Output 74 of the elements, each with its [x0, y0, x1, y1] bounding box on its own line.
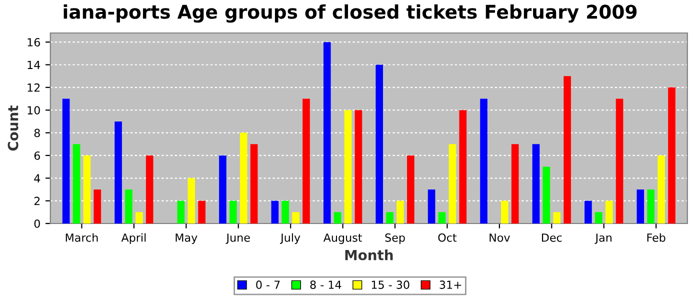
- bar: [605, 200, 613, 224]
- bar: [647, 189, 655, 224]
- bar: [125, 189, 132, 224]
- bar: [668, 87, 676, 224]
- bar: [532, 144, 540, 224]
- bar: [177, 200, 185, 224]
- bar: [282, 200, 290, 224]
- x-tick-label: March: [66, 233, 98, 242]
- bar: [146, 155, 154, 224]
- bar: [501, 200, 508, 224]
- y-tick-label: 8: [34, 128, 40, 138]
- x-axis-title: Month: [345, 250, 393, 260]
- x-tick-label: Dec: [542, 234, 562, 242]
- x-tick-label: Nov: [490, 234, 510, 242]
- bar: [302, 98, 310, 224]
- y-axis-title: Count: [8, 105, 18, 151]
- bar: [564, 76, 571, 224]
- x-tick-label: April: [121, 233, 146, 244]
- bar: [658, 155, 665, 224]
- bar: [407, 155, 414, 224]
- bar: [542, 166, 550, 224]
- bar: [459, 110, 467, 224]
- bar: [344, 110, 352, 224]
- bar: [62, 98, 70, 224]
- bar: [354, 110, 362, 224]
- x-tick-label: Jan: [594, 234, 612, 244]
- bar: [438, 212, 446, 224]
- bar: [594, 212, 602, 224]
- x-tick-label: July: [280, 233, 300, 244]
- bar: [636, 189, 644, 224]
- y-tick-label: 4: [34, 174, 40, 182]
- x-tick-label: June: [226, 234, 250, 244]
- bar: [511, 144, 519, 224]
- legend-label: 31+: [440, 280, 462, 289]
- bar: [94, 189, 102, 224]
- x-tick-label: August: [323, 234, 362, 244]
- x-tick-label: Oct: [438, 233, 457, 242]
- bar: [376, 64, 383, 224]
- y-tick-label: 0: [34, 219, 40, 228]
- bar: [584, 200, 592, 224]
- y-tick-label: 12: [28, 83, 40, 92]
- bar: [386, 212, 394, 224]
- bar: [83, 155, 91, 224]
- bar: [480, 98, 488, 224]
- y-tick-label: 14: [28, 60, 40, 69]
- bar: [323, 42, 331, 224]
- bar: [72, 144, 80, 224]
- bar: [271, 200, 279, 224]
- x-tick-label: Feb: [647, 233, 666, 242]
- bar: [198, 200, 206, 224]
- bar: [229, 200, 237, 224]
- bar: [553, 212, 561, 224]
- legend-label: 8 - 14: [310, 280, 342, 289]
- x-tick-label: Sep: [385, 233, 405, 244]
- bar: [114, 121, 122, 224]
- bar: [448, 144, 456, 224]
- chart-title: iana-ports Age groups of closed tickets February 2009: [64, 4, 637, 23]
- y-tick-label: 6: [34, 151, 40, 160]
- y-tick-label: 10: [28, 106, 40, 114]
- bar: [219, 155, 226, 224]
- bar: [250, 144, 258, 224]
- bar: [334, 212, 342, 224]
- legend-label: 0 - 7: [256, 280, 280, 289]
- y-tick-label: 16: [28, 38, 40, 46]
- bar: [616, 98, 624, 224]
- bar: [396, 200, 404, 224]
- bar: [428, 189, 436, 224]
- legend-label: 15 - 30: [372, 280, 410, 289]
- y-tick-label: 2: [34, 196, 40, 206]
- bar: [240, 132, 248, 224]
- bar: [188, 178, 196, 224]
- x-tick-label: May: [176, 234, 198, 244]
- bar: [136, 212, 143, 224]
- bar: [292, 212, 300, 224]
